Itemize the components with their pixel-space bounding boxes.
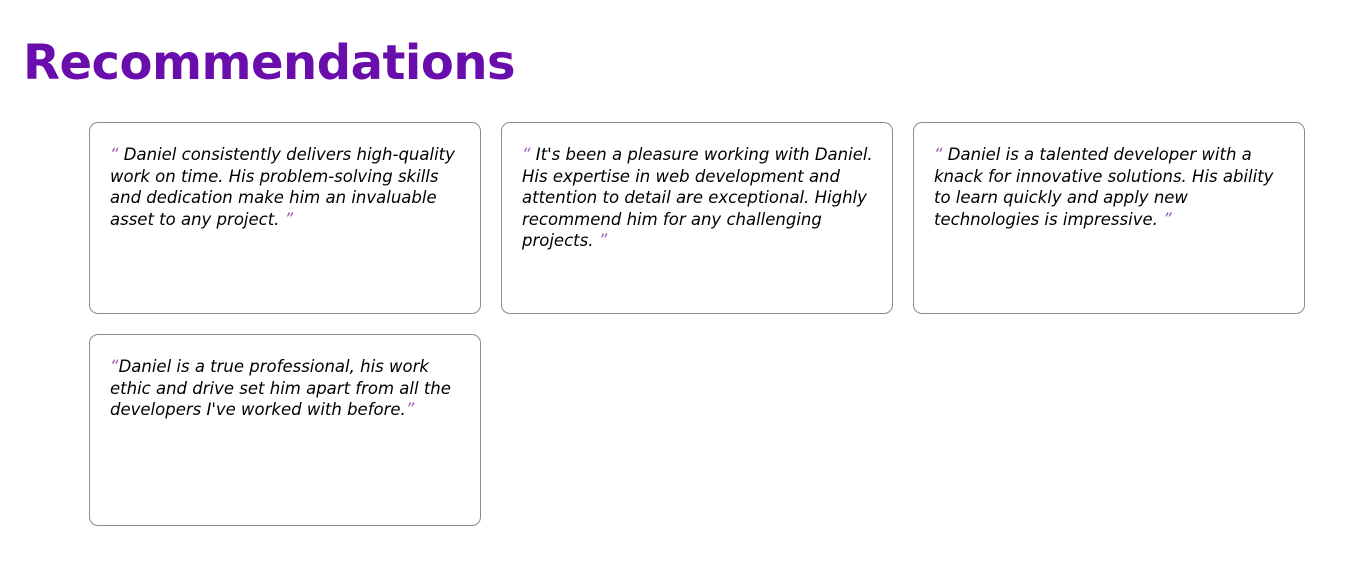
recommendation-quote: “Daniel is a true professional, his work…: [110, 356, 462, 421]
close-quote-mark: ”: [405, 400, 415, 420]
close-quote-mark: ”: [279, 209, 294, 229]
open-quote-mark: “: [110, 357, 119, 376]
recommendation-text: Daniel is a true professional, his work …: [110, 357, 451, 420]
close-quote-mark: ”: [1157, 209, 1172, 229]
recommendation-quote: “ It's been a pleasure working with Dani…: [522, 144, 874, 252]
recommendation-text: Daniel is a talented developer with a kn…: [934, 145, 1274, 229]
open-quote-mark: “: [522, 145, 536, 164]
recommendations-grid: “ Daniel consistently delivers high-qual…: [89, 122, 1305, 526]
recommendation-quote: “ Daniel is a talented developer with a …: [934, 144, 1286, 230]
recommendation-text: Daniel consistently delivers high-qualit…: [110, 145, 455, 229]
recommendation-card: “ Daniel consistently delivers high-qual…: [89, 122, 481, 314]
close-quote-mark: ”: [593, 231, 608, 251]
open-quote-mark: “: [110, 145, 124, 164]
open-quote-mark: “: [934, 145, 948, 164]
recommendation-card: “ Daniel is a talented developer with a …: [913, 122, 1305, 314]
page-title: Recommendations: [23, 35, 516, 91]
recommendation-card: “ It's been a pleasure working with Dani…: [501, 122, 893, 314]
recommendation-quote: “ Daniel consistently delivers high-qual…: [110, 144, 462, 230]
recommendation-text: It's been a pleasure working with Daniel…: [522, 145, 873, 251]
recommendation-card: “Daniel is a true professional, his work…: [89, 334, 481, 526]
